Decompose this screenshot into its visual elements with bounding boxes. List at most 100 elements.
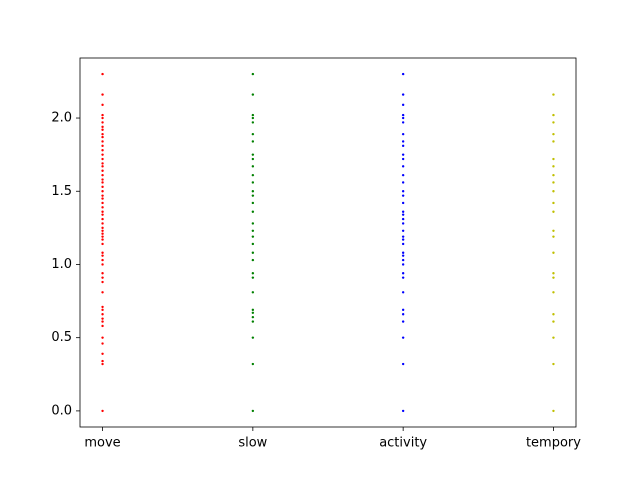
data-point-tempory (552, 190, 555, 193)
data-point-move (101, 276, 104, 279)
data-point-slow (251, 173, 255, 177)
data-point-slow (251, 201, 255, 205)
data-point-move (101, 258, 104, 262)
data-point-activity (401, 242, 405, 246)
data-point-slow (251, 153, 255, 156)
data-point-tempory (552, 276, 555, 279)
data-point-tempory (552, 201, 555, 205)
data-point-slow (251, 140, 255, 143)
data-point-move (101, 409, 104, 413)
data-point-slow (251, 116, 255, 120)
data-point-activity (401, 229, 405, 232)
y-tick-label: 1.5 (51, 184, 72, 199)
data-point-move (101, 263, 104, 266)
data-point-activity (401, 272, 405, 275)
data-point-move (101, 213, 104, 216)
data-point-move (101, 336, 104, 339)
data-point-move (101, 201, 104, 205)
data-point-activity (401, 116, 405, 120)
x-tick-label-move: move (84, 436, 120, 451)
data-point-move (101, 113, 104, 117)
data-point-move (101, 132, 104, 136)
data-point-tempory (552, 140, 555, 143)
data-point-move (101, 254, 104, 257)
data-point-slow (251, 409, 255, 413)
data-point-move (101, 226, 104, 230)
data-point-slow (251, 336, 255, 339)
data-point-tempory (552, 251, 555, 254)
data-point-slow (251, 315, 255, 319)
data-point-move (101, 320, 104, 323)
data-point-move (101, 162, 104, 165)
data-point-move (101, 313, 104, 316)
data-point-slow (251, 229, 255, 232)
data-point-move (101, 242, 104, 246)
data-point-activity (401, 153, 405, 156)
data-point-slow (251, 258, 255, 262)
data-point-move (101, 116, 104, 120)
data-point-move (101, 217, 104, 221)
data-point-move (101, 210, 104, 213)
data-point-move (101, 181, 104, 184)
x-tick-label-activity: activity (379, 436, 427, 451)
data-point-tempory (552, 157, 555, 161)
plot-frame (79, 57, 577, 428)
data-point-activity (401, 235, 405, 238)
data-point-tempory (552, 132, 555, 136)
data-point-move (101, 93, 104, 96)
data-point-move (101, 185, 104, 189)
data-point-move (101, 157, 104, 161)
data-point-slow (251, 272, 255, 275)
data-point-activity (401, 93, 405, 96)
data-point-activity (401, 258, 405, 262)
data-point-move (101, 135, 104, 139)
data-point-move (101, 125, 104, 129)
data-point-activity (401, 213, 405, 216)
data-point-move (101, 352, 104, 355)
data-point-tempory (552, 272, 555, 275)
data-point-move (101, 235, 104, 238)
data-point-activity (401, 263, 405, 266)
data-point-slow (251, 222, 255, 225)
data-point-tempory (552, 165, 555, 168)
data-point-move (101, 280, 104, 284)
data-point-tempory (552, 93, 555, 96)
data-point-move (101, 128, 104, 131)
data-point-slow (251, 157, 255, 161)
y-axis-ticks: 0.0 0.5 1.0 1.5 2.0 (51, 111, 80, 418)
data-point-slow (251, 190, 255, 193)
data-point-slow (251, 242, 255, 246)
data-point-move (101, 359, 104, 363)
data-point-move (101, 190, 104, 193)
data-point-tempory (552, 291, 555, 294)
plot-area (80, 58, 576, 427)
data-point-activity (401, 173, 405, 177)
data-point-activity (401, 190, 405, 193)
data-point-move (101, 149, 104, 152)
data-point-slow (251, 235, 255, 238)
data-point-slow (251, 165, 255, 168)
y-tick-label: 0.5 (51, 330, 72, 345)
data-point-move (101, 305, 104, 309)
data-point-move (101, 362, 104, 366)
data-point-slow (251, 291, 255, 294)
data-point-activity (401, 238, 405, 241)
data-point-activity (401, 308, 405, 312)
data-point-tempory (552, 362, 555, 366)
data-point-activity (401, 291, 405, 294)
data-point-activity (401, 144, 405, 148)
data-point-activity (401, 72, 405, 76)
data-point-move (101, 238, 104, 241)
data-point-activity (401, 336, 405, 339)
data-point-move (101, 140, 104, 143)
data-point-tempory (552, 210, 555, 213)
data-point-activity (401, 201, 405, 205)
x-tick-label-tempory: tempory (526, 436, 581, 451)
data-point-move (101, 324, 104, 328)
data-point-activity (401, 140, 405, 143)
data-point-slow (251, 251, 255, 254)
data-point-move (101, 169, 104, 172)
data-point-slow (251, 308, 255, 312)
data-point-slow (251, 311, 255, 314)
data-point-move (101, 222, 104, 225)
